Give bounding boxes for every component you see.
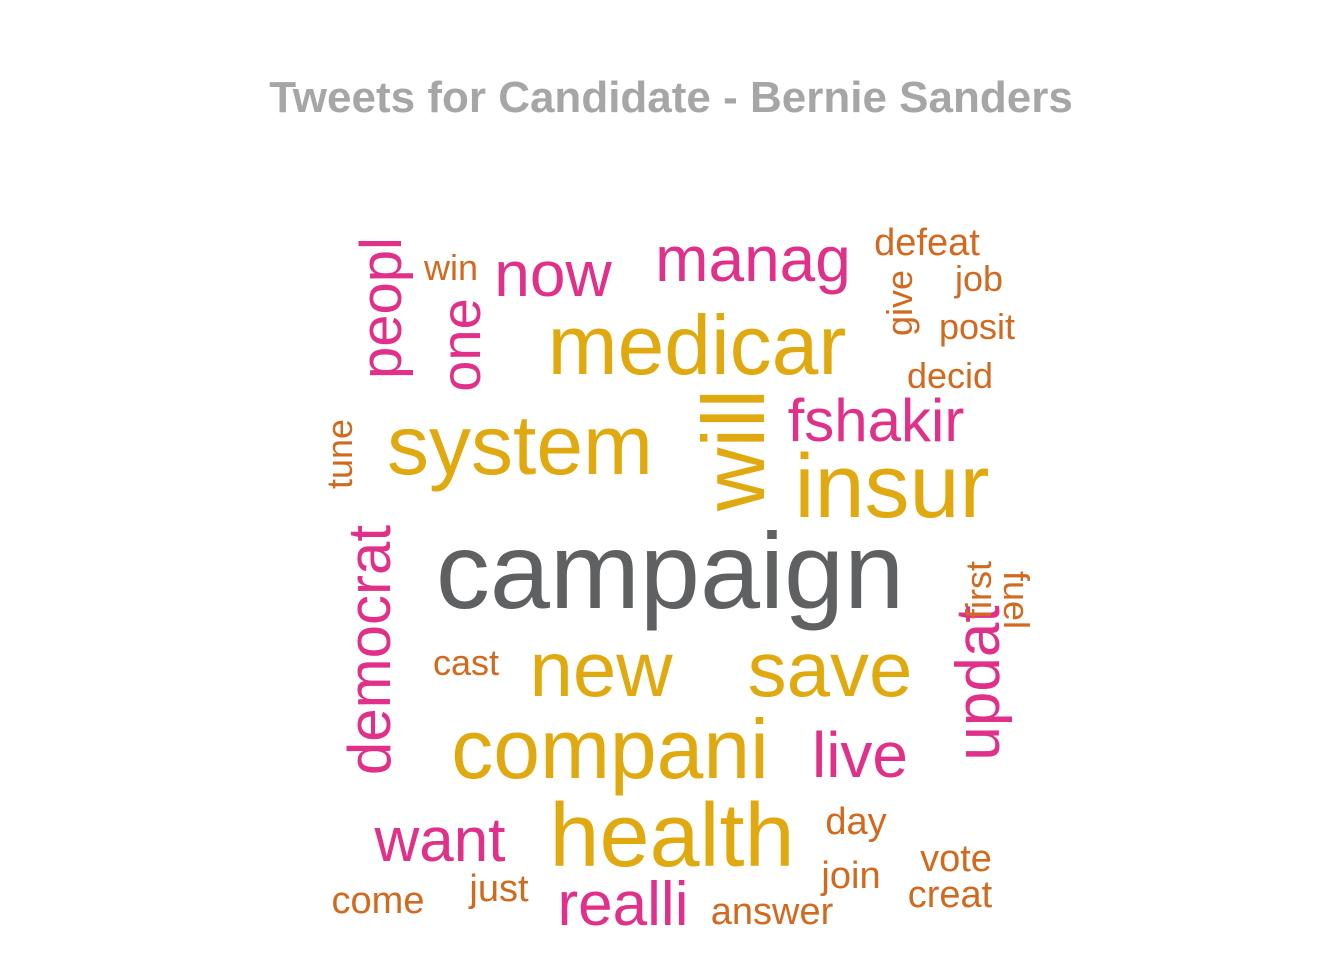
word-cast: cast bbox=[433, 642, 499, 683]
word-live: live bbox=[812, 719, 908, 791]
word-win: win bbox=[423, 247, 478, 288]
word-new: new bbox=[529, 625, 673, 713]
word-join: join bbox=[820, 855, 880, 897]
word-first: first bbox=[958, 561, 999, 619]
word-creat: creat bbox=[908, 874, 993, 916]
word-fshakir: fshakir bbox=[788, 387, 965, 454]
word-decid: decid bbox=[907, 355, 993, 396]
chart-title: Tweets for Candidate - Bernie Sanders bbox=[269, 73, 1073, 122]
word-save: save bbox=[748, 625, 913, 713]
word-medicar: medicar bbox=[548, 298, 847, 392]
word-updat: updat bbox=[944, 605, 1013, 760]
word-peopl: peopl bbox=[349, 237, 414, 379]
word-posit: posit bbox=[939, 306, 1015, 347]
word-realli: realli bbox=[558, 870, 689, 939]
word-insur: insur bbox=[794, 437, 989, 537]
word-give: give bbox=[879, 270, 920, 336]
word-answer: answer bbox=[711, 891, 834, 933]
word-compani: compani bbox=[451, 702, 769, 796]
word-come: come bbox=[332, 880, 425, 922]
word-tune: tune bbox=[319, 419, 360, 489]
word-defeat: defeat bbox=[874, 222, 980, 264]
word-democrat: democrat bbox=[336, 525, 403, 775]
word-fuel: fuel bbox=[996, 571, 1037, 629]
word-now: now bbox=[494, 238, 612, 310]
word-day: day bbox=[825, 801, 886, 843]
word-system: system bbox=[387, 398, 653, 492]
word-want: want bbox=[374, 806, 506, 875]
word-health: health bbox=[549, 786, 794, 886]
word-will: will bbox=[684, 389, 783, 512]
word-vote: vote bbox=[920, 838, 992, 880]
word-just: just bbox=[468, 868, 529, 910]
word-campaign: campaign bbox=[436, 510, 904, 631]
word-one: one bbox=[429, 298, 492, 391]
word-manag: manag bbox=[655, 223, 851, 295]
word-job: job bbox=[954, 258, 1003, 299]
